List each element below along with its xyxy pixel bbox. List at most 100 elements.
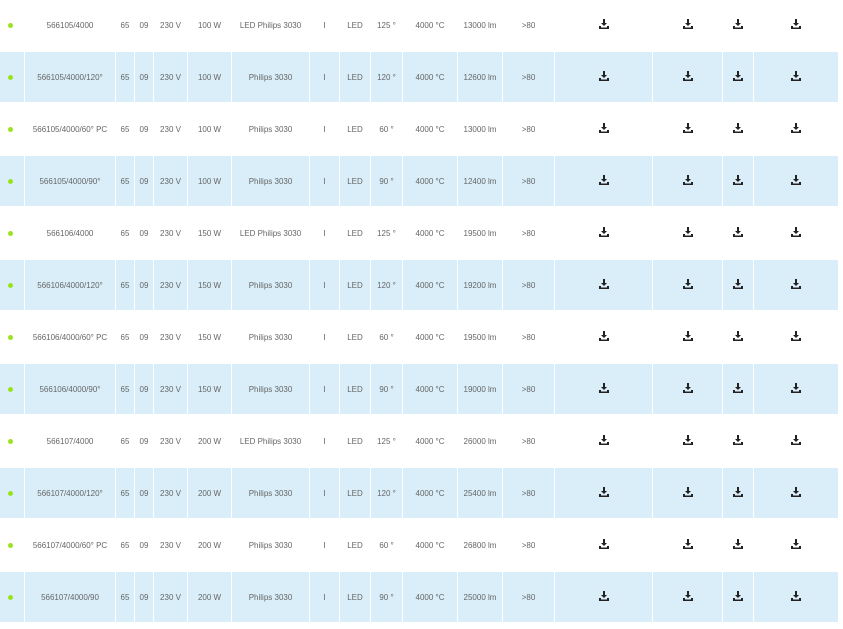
download-instructions-button[interactable] xyxy=(733,435,743,445)
cell-code: 566107/4000/120° xyxy=(25,468,116,520)
cell-cri: >80 xyxy=(503,156,555,208)
download-instructions-button[interactable] xyxy=(733,487,743,497)
download-datasheet-button[interactable] xyxy=(598,19,609,29)
download-datasheet-button[interactable] xyxy=(598,123,609,133)
download-datasheet-button[interactable] xyxy=(598,71,609,81)
download-instructions-button[interactable] xyxy=(733,539,743,549)
download-instructions-button[interactable] xyxy=(733,279,743,289)
download-instructions-button[interactable] xyxy=(733,591,743,601)
download-certificate-button[interactable] xyxy=(791,19,801,29)
download-photometry-button[interactable] xyxy=(682,435,693,445)
download-photometry-button[interactable] xyxy=(682,539,693,549)
table-row: 566106/4000/90° 65 09 230 V 150 W Philips 303… xyxy=(0,364,839,416)
status-cell xyxy=(0,156,25,208)
cell-source: Philips 3030 xyxy=(232,572,310,624)
download-photometry-button[interactable] xyxy=(682,123,693,133)
table-row: 566106/4000/60° PC 65 09 230 V 150 W Philips … xyxy=(0,312,839,364)
download-icon xyxy=(733,435,743,445)
cell-lumen: 19500 lm xyxy=(458,208,503,260)
cell-voltage: 230 V xyxy=(154,416,188,468)
cell-angle: 125 ° xyxy=(371,416,403,468)
download-datasheet-button[interactable] xyxy=(598,435,609,445)
download-datasheet-button[interactable] xyxy=(598,279,609,289)
status-cell xyxy=(0,52,25,104)
download-certificate-button[interactable] xyxy=(791,175,801,185)
download-datasheet-button[interactable] xyxy=(598,487,609,497)
cell-cct: 4000 °C xyxy=(403,468,458,520)
download-photometry-button[interactable] xyxy=(682,19,693,29)
cell-code: 566106/4000/120° xyxy=(25,260,116,312)
download-datasheet-button[interactable] xyxy=(598,383,609,393)
download-instructions-button[interactable] xyxy=(733,331,743,341)
download-datasheet-button[interactable] xyxy=(598,539,609,549)
cell-cct: 4000 °C xyxy=(403,260,458,312)
download-icon xyxy=(682,227,693,237)
download-photometry-button[interactable] xyxy=(682,71,693,81)
download-instructions-cell xyxy=(723,260,754,312)
download-certificate-button[interactable] xyxy=(791,279,801,289)
availability-dot-icon xyxy=(8,438,13,444)
download-datasheet-button[interactable] xyxy=(598,175,609,185)
download-datasheet-button[interactable] xyxy=(598,331,609,341)
download-certificate-button[interactable] xyxy=(791,123,801,133)
cell-cct: 4000 °C xyxy=(403,364,458,416)
download-photometry-button[interactable] xyxy=(682,487,693,497)
download-certificate-button[interactable] xyxy=(791,435,801,445)
download-photometry-button[interactable] xyxy=(682,175,693,185)
download-instructions-button[interactable] xyxy=(733,123,743,133)
download-certificate-button[interactable] xyxy=(791,539,801,549)
download-instructions-button[interactable] xyxy=(733,227,743,237)
download-photometry-button[interactable] xyxy=(682,383,693,393)
download-certificate-button[interactable] xyxy=(791,331,801,341)
cell-angle: 125 ° xyxy=(371,208,403,260)
cell-lumen: 25000 lm xyxy=(458,572,503,624)
cell-class: I xyxy=(310,572,340,624)
download-icon xyxy=(733,331,743,341)
download-instructions-button[interactable] xyxy=(733,383,743,393)
cell-cri: >80 xyxy=(503,520,555,572)
table-row: 566107/4000 65 09 230 V 200 W LED Philips 303… xyxy=(0,416,839,468)
cell-ik: 09 xyxy=(135,52,154,104)
availability-dot-icon xyxy=(8,178,13,184)
download-certificate-button[interactable] xyxy=(791,71,801,81)
download-photometry-button[interactable] xyxy=(682,591,693,601)
download-datasheet-button[interactable] xyxy=(598,227,609,237)
download-certificate-button[interactable] xyxy=(791,487,801,497)
download-certificate-button[interactable] xyxy=(791,591,801,601)
download-photometry-button[interactable] xyxy=(682,331,693,341)
cell-ik: 09 xyxy=(135,312,154,364)
cell-type: LED xyxy=(340,520,371,572)
download-icon xyxy=(733,279,743,289)
cell-power: 150 W xyxy=(188,364,232,416)
cell-ip: 65 xyxy=(116,364,135,416)
download-icon xyxy=(733,175,743,185)
download-photometry-button[interactable] xyxy=(682,227,693,237)
status-cell xyxy=(0,520,25,572)
download-instructions-cell xyxy=(723,416,754,468)
cell-lumen: 13000 lm xyxy=(458,0,503,52)
table-row: 566106/4000/120° 65 09 230 V 150 W Philips 30… xyxy=(0,260,839,312)
cell-ik: 09 xyxy=(135,208,154,260)
status-cell xyxy=(0,0,25,52)
download-instructions-button[interactable] xyxy=(733,71,743,81)
download-datasheet-cell xyxy=(555,260,653,312)
download-icon xyxy=(791,435,801,445)
download-certificate-button[interactable] xyxy=(791,383,801,393)
download-icon xyxy=(598,279,609,289)
availability-dot-icon xyxy=(8,386,13,392)
cell-voltage: 230 V xyxy=(154,312,188,364)
cell-ip: 65 xyxy=(116,208,135,260)
download-certificate-button[interactable] xyxy=(791,227,801,237)
download-instructions-button[interactable] xyxy=(733,175,743,185)
cell-angle: 60 ° xyxy=(371,104,403,156)
download-instructions-button[interactable] xyxy=(733,19,743,29)
cell-type: LED xyxy=(340,0,371,52)
download-datasheet-cell xyxy=(555,312,653,364)
download-datasheet-button[interactable] xyxy=(598,591,609,601)
cell-lumen: 12400 lm xyxy=(458,156,503,208)
download-photometry-button[interactable] xyxy=(682,279,693,289)
download-photometry-cell xyxy=(653,52,723,104)
cell-code: 566105/4000 xyxy=(25,0,116,52)
cell-angle: 60 ° xyxy=(371,520,403,572)
